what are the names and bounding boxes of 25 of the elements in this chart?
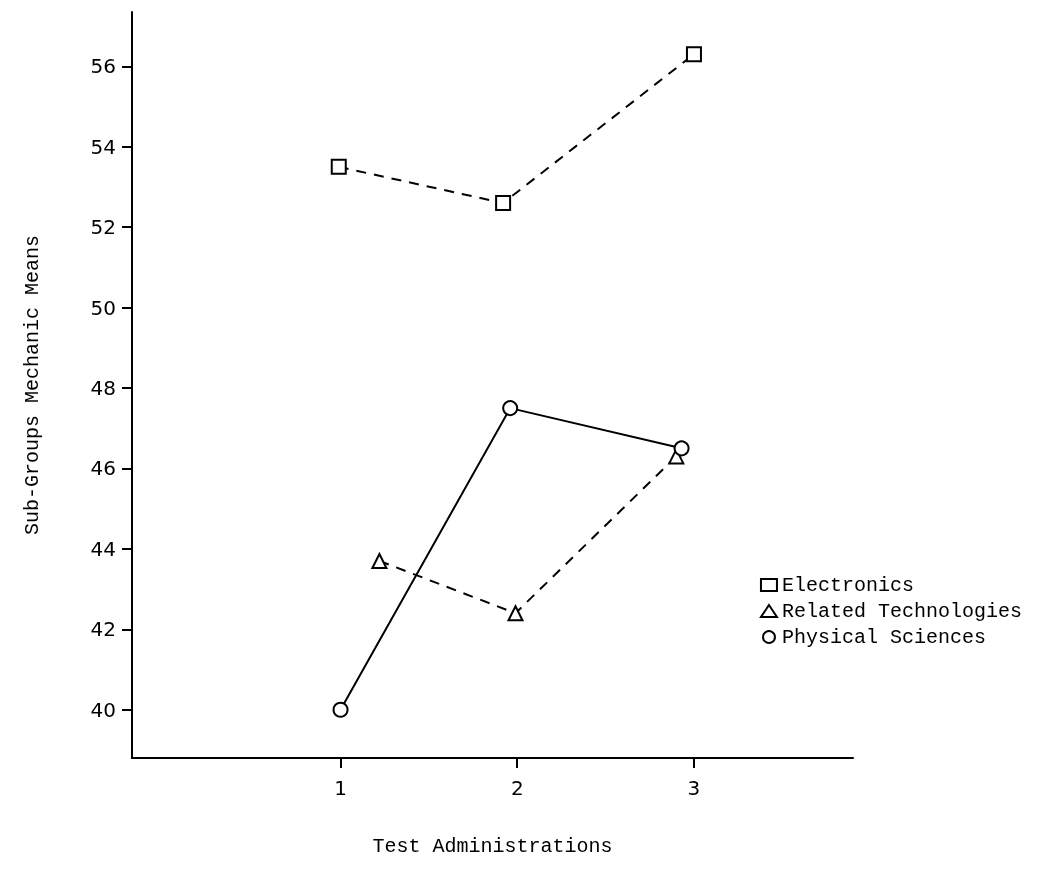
x-tick-label: 2 bbox=[510, 776, 524, 800]
y-tick-label: 56 bbox=[90, 54, 116, 79]
y-tick-label: 50 bbox=[90, 295, 116, 320]
legend-label: Related Technologies bbox=[781, 599, 1023, 623]
y-tick-label: 44 bbox=[90, 536, 116, 561]
y-tick-label: 48 bbox=[90, 376, 116, 401]
point bbox=[332, 701, 349, 718]
x-axis-title: Test Administrations bbox=[372, 834, 613, 858]
y-tick-label: 46 bbox=[90, 456, 116, 481]
y-tick-label: 40 bbox=[90, 697, 116, 722]
point bbox=[495, 195, 512, 212]
point bbox=[685, 46, 702, 63]
y-tick-label: 52 bbox=[90, 215, 116, 240]
legend-label: Electronics bbox=[781, 573, 914, 597]
legend-label: Physical Sciences bbox=[781, 625, 987, 649]
y-tick-label: 54 bbox=[90, 134, 116, 159]
point bbox=[330, 158, 347, 175]
y-axis-title: Sub-Groups Mechanic Means bbox=[20, 234, 44, 536]
x-tick-label: 1 bbox=[334, 776, 347, 800]
point bbox=[371, 552, 388, 569]
y-tick-label: 42 bbox=[90, 617, 116, 642]
x-tick-label: 3 bbox=[687, 776, 701, 800]
point bbox=[673, 440, 690, 457]
point bbox=[507, 605, 524, 622]
point bbox=[502, 400, 519, 417]
